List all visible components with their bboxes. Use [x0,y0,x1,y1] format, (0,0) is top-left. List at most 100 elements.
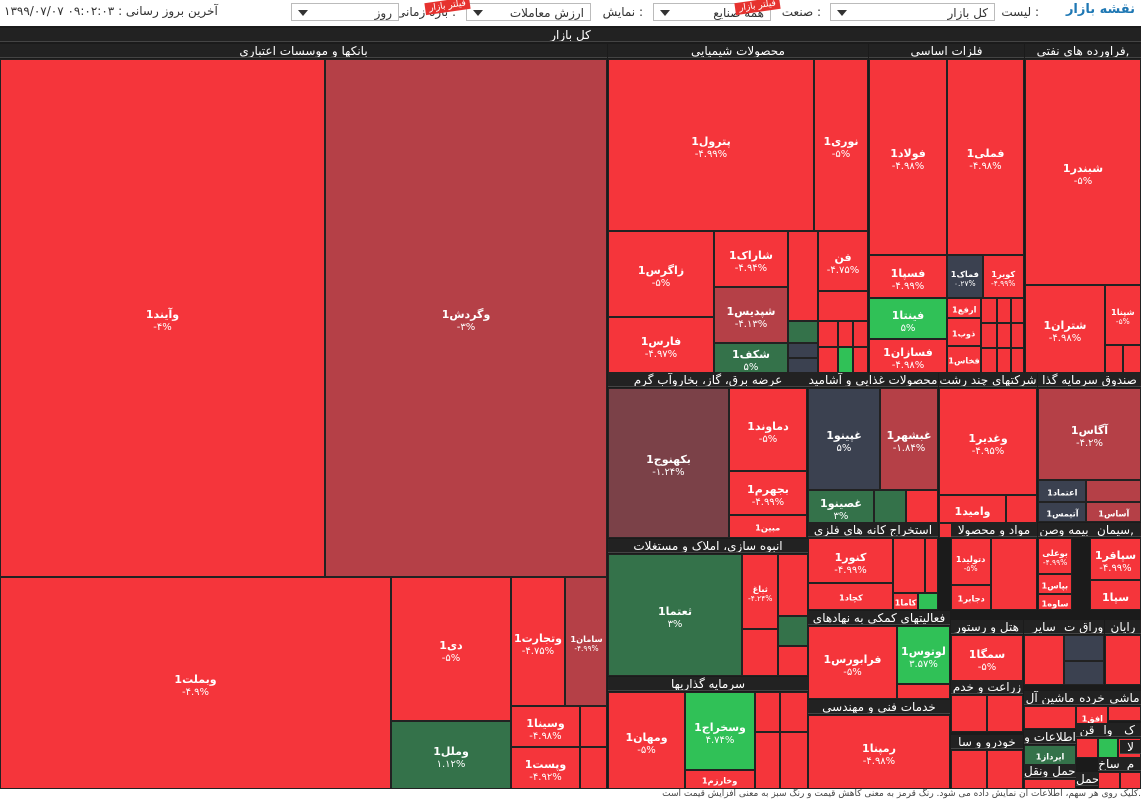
stock-tile-small[interactable] [1098,772,1120,789]
stock-tile-small[interactable] [918,593,938,610]
stock-tile[interactable]: آگاس1 -۴.۲% [1038,388,1141,480]
stock-tile[interactable]: فملی1 -۴.۹۸% [947,59,1024,255]
stock-tile[interactable]: دماوند1 -۵% [729,388,807,471]
stock-tile[interactable]: فسازان1 -۴.۹۸% [869,339,947,373]
stock-tile[interactable]: وغدیر1 -۴.۹۵% [939,388,1037,495]
stock-tile[interactable]: وملل1 ۱.۱۲% [391,721,511,789]
stock-tile[interactable]: فماک1 ۰.۲۷% [947,255,983,298]
stock-tile[interactable]: کویر1 -۴.۹۹% [983,255,1024,298]
stock-tile[interactable]: وآیند1 -۴% [0,59,325,577]
stock-tile-small[interactable] [1098,738,1118,758]
stock-tile[interactable]: وگردش1 -۳% [325,59,607,577]
stock-tile-small[interactable] [1123,345,1141,373]
stock-tile[interactable]: ایرداز1 [1024,745,1076,765]
stock-tile[interactable]: ثباغ -۴.۲۴% [742,554,778,629]
period-select[interactable]: روز [291,3,399,21]
display-select[interactable]: ارزش معاملات [466,3,591,21]
stock-tile-small[interactable] [981,298,997,323]
brand-title[interactable]: نقشه بازار [1065,2,1135,17]
stock-tile[interactable]: فرابورس1 -۵% [808,626,897,699]
stock-tile-small[interactable] [1024,706,1076,729]
stock-tile[interactable]: بوعلی -۴.۹۹% [1038,538,1072,574]
stock-tile[interactable]: شبندر1 -۵% [1025,59,1141,285]
stock-tile-small[interactable] [778,554,808,616]
stock-tile[interactable]: کنور1 -۴.۹۹% [808,538,893,583]
stock-tile-small[interactable] [981,323,997,348]
stock-tile-small[interactable] [874,490,906,523]
stock-tile-small[interactable] [1011,323,1024,348]
stock-tile-small[interactable] [987,750,1023,789]
stock-tile-small[interactable] [1076,738,1098,758]
stock-tile-small[interactable] [981,348,997,373]
stock-tile-small[interactable] [1086,480,1141,502]
stock-tile-small[interactable] [1064,635,1104,661]
stock-tile-small[interactable] [818,291,868,321]
stock-tile-small[interactable] [788,321,818,343]
stock-tile[interactable]: دتولید1 -۵% [951,538,991,585]
stock-tile-small[interactable] [755,732,780,789]
stock-tile-small[interactable] [818,321,838,347]
stock-tile[interactable]: وسینا1 -۴.۹۸% [511,706,580,747]
stock-tile-small[interactable] [778,616,808,646]
stock-tile[interactable]: ثعتما1 ۳% [608,554,742,676]
stock-tile-small[interactable] [997,298,1011,323]
stock-tile[interactable]: ومهان1 -۵% [608,692,685,789]
stock-tile-small[interactable] [838,321,853,347]
stock-tile-small[interactable] [818,347,838,373]
stock-tile-small[interactable] [897,684,950,699]
stock-tile[interactable]: مبین1 [729,515,807,538]
stock-tile[interactable]: اعتماد1 [1038,480,1086,502]
stock-tile[interactable]: ساوه1 [1038,594,1072,610]
stock-tile[interactable]: بجهرم1 -۴.۹۹% [729,471,807,515]
stock-tile[interactable]: شپدیس1 -۴.۱۳% [714,287,788,343]
stock-tile[interactable]: سپاقر1 -۴.۹۹% [1090,538,1141,580]
stock-tile-small[interactable] [1024,779,1076,789]
stock-tile[interactable]: وخارزم1 [685,770,755,789]
stock-tile-small[interactable] [853,347,868,373]
stock-tile-small[interactable] [853,321,868,347]
stock-tile[interactable]: غصینو1 ۳% [808,490,874,523]
stock-tile-small[interactable] [580,747,607,789]
stock-tile[interactable]: رمپنا1 -۴.۹۸% [808,715,950,789]
stock-tile-small[interactable] [755,692,780,732]
stock-tile-small[interactable] [788,231,818,321]
stock-tile[interactable]: غپینو1 ۵% [808,388,880,490]
stock-tile[interactable]: فارس1 -۴.۹۷% [608,317,714,373]
stock-tile[interactable]: فسپا1 -۴.۹۹% [869,255,947,298]
stock-tile-small[interactable] [951,750,987,789]
stock-tile[interactable]: بکهنوج1 -۱.۲۴% [608,388,729,538]
stock-tile[interactable]: آتیمس1 [1038,502,1086,522]
stock-tile[interactable]: شاراک1 -۴.۹۴% [714,231,788,287]
stock-tile-small[interactable] [780,732,808,789]
stock-tile[interactable]: فولاد1 -۴.۹۸% [869,59,947,255]
stock-tile[interactable]: لوتوس1 ۳.۵۷% [897,626,950,684]
stock-tile-small[interactable] [1105,345,1123,373]
stock-tile[interactable]: کاما1 [893,593,918,610]
stock-tile-small[interactable] [1108,706,1141,721]
stock-tile[interactable]: بپاس1 [1038,574,1072,594]
stock-tile-small[interactable] [580,706,607,747]
stock-tile[interactable]: سپا1 [1090,580,1141,610]
stock-tile-small[interactable] [1011,348,1024,373]
stock-tile-small[interactable] [742,629,778,676]
stock-tile-small[interactable] [893,538,925,593]
stock-tile-small[interactable] [1006,495,1037,523]
stock-tile[interactable]: وپست1 -۴.۹۲% [511,747,580,789]
stock-tile[interactable]: وتجارت1 -۴.۷۵% [511,577,565,706]
stock-tile[interactable]: کچاد1 [808,583,893,610]
stock-tile-small[interactable] [788,343,818,358]
stock-tile-small[interactable] [987,695,1023,732]
stock-tile[interactable]: ارفع1 [947,298,981,318]
stock-tile-small[interactable] [780,692,808,732]
stock-tile-small[interactable] [997,323,1011,348]
stock-tile-small[interactable] [1120,772,1141,789]
stock-tile[interactable]: آساس1 [1086,502,1141,522]
stock-tile-small[interactable] [788,358,818,373]
stock-tile-small[interactable] [951,695,987,732]
stock-tile[interactable]: فن -۴.۷۵% [818,231,868,291]
stock-tile[interactable]: ذوب1 [947,318,981,346]
stock-tile[interactable]: سمگا1 -۵% [951,635,1023,681]
stock-tile[interactable]: وامید1 [939,495,1006,523]
stock-tile-small[interactable] [838,347,853,373]
stock-tile-small[interactable] [1064,661,1104,685]
